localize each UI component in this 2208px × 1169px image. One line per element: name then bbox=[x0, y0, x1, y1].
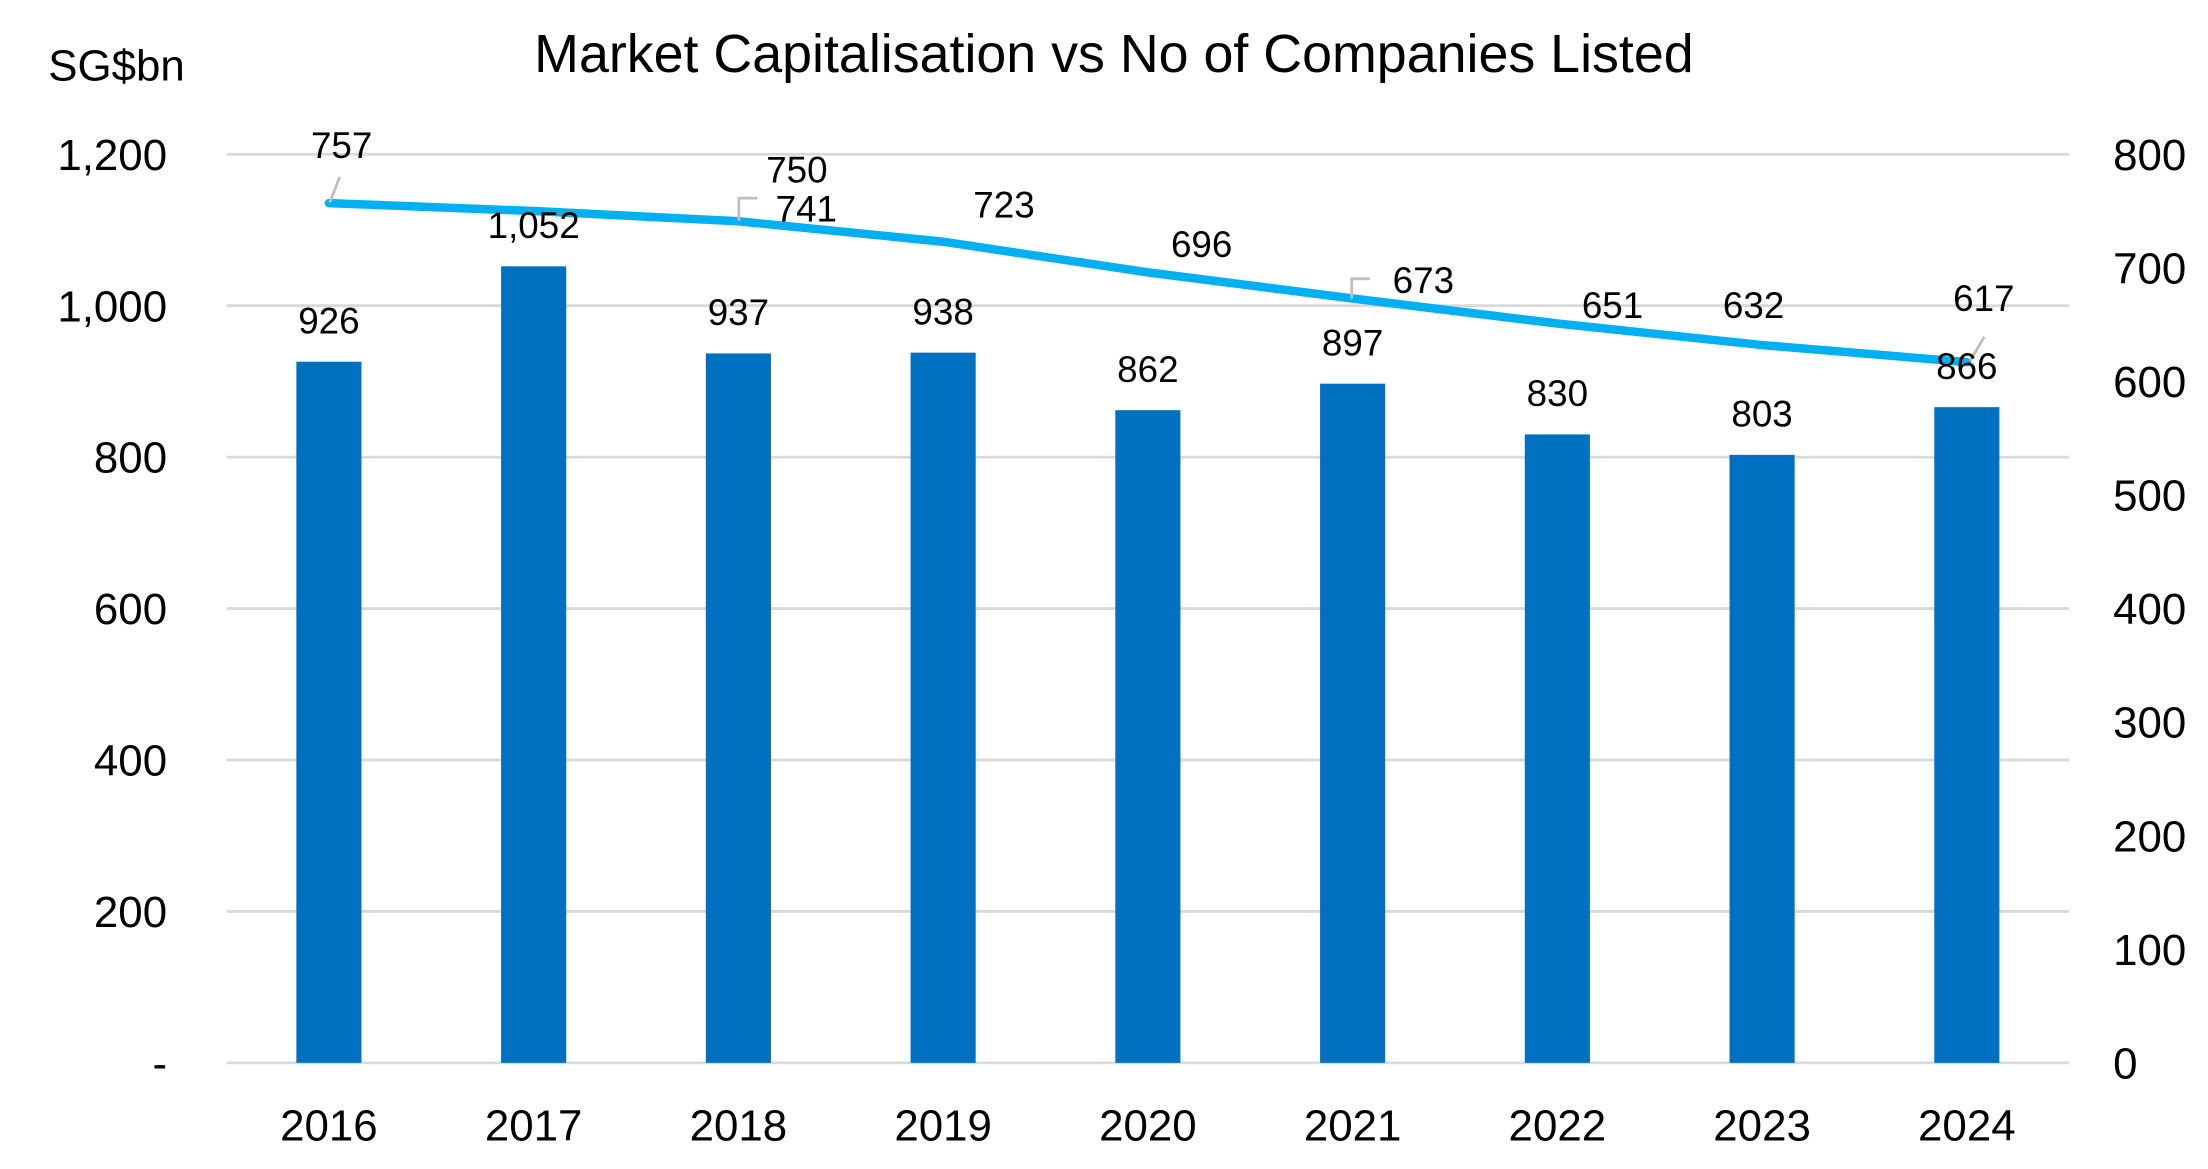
x-tick-label: 2019 bbox=[894, 1102, 992, 1151]
y-right-tick-label: 700 bbox=[2113, 244, 2186, 293]
line-data-label: 723 bbox=[973, 185, 1034, 226]
y-tick-label: 1,200 bbox=[57, 131, 167, 180]
bar bbox=[1115, 410, 1181, 1063]
y-tick-label: 600 bbox=[94, 585, 167, 634]
bar bbox=[1320, 383, 1386, 1063]
bar bbox=[910, 352, 976, 1063]
line-data-label: 741 bbox=[776, 188, 837, 229]
x-tick-label: 2023 bbox=[1713, 1102, 1811, 1151]
line-data-label: 651 bbox=[1582, 285, 1643, 326]
leader-line bbox=[328, 176, 342, 203]
y-right-tick-label: 800 bbox=[2113, 131, 2186, 180]
chart-title: Market Capitalisation vs No of Companies… bbox=[534, 24, 1693, 84]
line-data-label: 617 bbox=[1953, 278, 2014, 319]
y-tick-label: 800 bbox=[94, 434, 167, 483]
x-tick-label: 2020 bbox=[1099, 1102, 1197, 1151]
bar-data-label: 926 bbox=[298, 300, 359, 341]
y-right-tick-label: 500 bbox=[2113, 472, 2186, 521]
y-axis-label: SG$bn bbox=[48, 42, 185, 91]
x-tick-label: 2022 bbox=[1509, 1102, 1607, 1151]
bar-data-label: 897 bbox=[1322, 322, 1383, 363]
bar-data-label: 862 bbox=[1117, 349, 1178, 390]
bar-data-label: 1,052 bbox=[488, 205, 580, 246]
x-tick-label: 2017 bbox=[485, 1102, 583, 1151]
y-right-tick-label: 400 bbox=[2113, 585, 2186, 634]
x-tick-label: 2021 bbox=[1304, 1102, 1402, 1151]
bar-data-label: 830 bbox=[1527, 373, 1588, 414]
bar-data-label: 866 bbox=[1936, 346, 1997, 387]
bar-data-label: 937 bbox=[708, 292, 769, 333]
bar bbox=[705, 353, 771, 1063]
leader-line bbox=[737, 196, 758, 221]
bar bbox=[1729, 454, 1795, 1063]
leader-line bbox=[1968, 336, 1986, 362]
line-data-label: 632 bbox=[1723, 285, 1784, 326]
y-tick-label: 200 bbox=[94, 888, 167, 937]
y-tick-label: 400 bbox=[94, 737, 167, 786]
line-data-label: 673 bbox=[1393, 260, 1454, 301]
line-data-label: 696 bbox=[1171, 224, 1232, 265]
bar-data-label: 803 bbox=[1731, 394, 1792, 435]
line-data-label: 750 bbox=[766, 150, 827, 191]
x-tick-label: 2016 bbox=[280, 1102, 378, 1151]
y-right-tick-label: 600 bbox=[2113, 358, 2186, 407]
y-right-tick-label: 200 bbox=[2113, 812, 2186, 861]
leader-line bbox=[1350, 277, 1371, 299]
y-right-tick-label: 100 bbox=[2113, 926, 2186, 975]
y-right-tick-label: 0 bbox=[2113, 1039, 2137, 1088]
y-tick-label: - bbox=[152, 1039, 167, 1088]
y-tick-label: 1,000 bbox=[57, 282, 167, 331]
bar bbox=[1934, 407, 2000, 1063]
bar bbox=[501, 266, 567, 1063]
bar bbox=[296, 361, 362, 1063]
x-tick-label: 2018 bbox=[690, 1102, 788, 1151]
bar-data-label: 938 bbox=[912, 291, 973, 332]
y-right-tick-label: 300 bbox=[2113, 699, 2186, 748]
bar bbox=[1524, 434, 1590, 1063]
line-data-label: 757 bbox=[311, 125, 372, 166]
x-tick-label: 2024 bbox=[1918, 1102, 2016, 1151]
